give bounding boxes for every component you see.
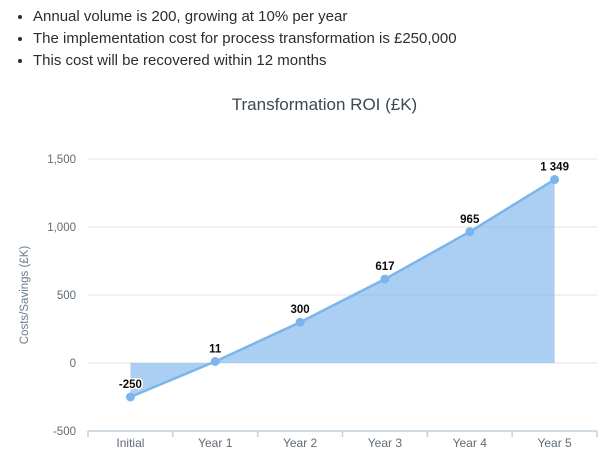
x-tick-label: Year 2	[283, 436, 318, 450]
data-point-marker[interactable]	[295, 317, 305, 327]
data-label: 300	[290, 304, 309, 316]
roi-area-chart: -250 11 300 617 965 1 349 -500 0 500 1,000 1,500 In…	[0, 136, 613, 467]
area-fill	[130, 179, 555, 397]
y-tick-label: 500	[57, 290, 76, 302]
data-point-marker[interactable]	[550, 175, 560, 185]
data-label: 965	[460, 214, 480, 226]
data-label: 1 349	[540, 162, 569, 174]
list-item: The implementation cost for process tran…	[33, 28, 613, 50]
data-point-marker[interactable]	[210, 357, 220, 367]
chart-canvas: -250 11 300 617 965 1 349 -500 0 500 1,000 1,500 In…	[19, 154, 598, 450]
data-label: -250	[119, 379, 142, 391]
assumptions-list: Annual volume is 200, growing at 10% per…	[0, 6, 613, 72]
y-tick-label: 0	[70, 358, 76, 370]
x-tick-label: Year 4	[453, 436, 488, 450]
data-point-marker[interactable]	[380, 274, 390, 284]
series-line	[129, 178, 556, 399]
chart-title: Transformation ROI (£K)	[231, 95, 418, 114]
data-point-marker[interactable]	[465, 227, 475, 237]
y-tick-label: 1,500	[47, 154, 76, 166]
list-item: This cost will be recovered within 12 mo…	[33, 50, 613, 72]
x-tick-label: Initial	[116, 436, 144, 450]
data-label: 11	[209, 344, 222, 356]
y-tick-label: -500	[53, 426, 76, 438]
x-tick-label: Year 5	[537, 436, 572, 450]
x-tick-label: Year 3	[368, 436, 403, 450]
data-label: 617	[375, 261, 394, 273]
y-axis-title: Costs/Savings (£K)	[19, 246, 31, 345]
data-point-marker[interactable]	[125, 392, 135, 402]
list-item: Annual volume is 200, growing at 10% per…	[33, 6, 613, 28]
x-tick-label: Year 1	[198, 436, 233, 450]
y-tick-label: 1,000	[47, 222, 76, 234]
